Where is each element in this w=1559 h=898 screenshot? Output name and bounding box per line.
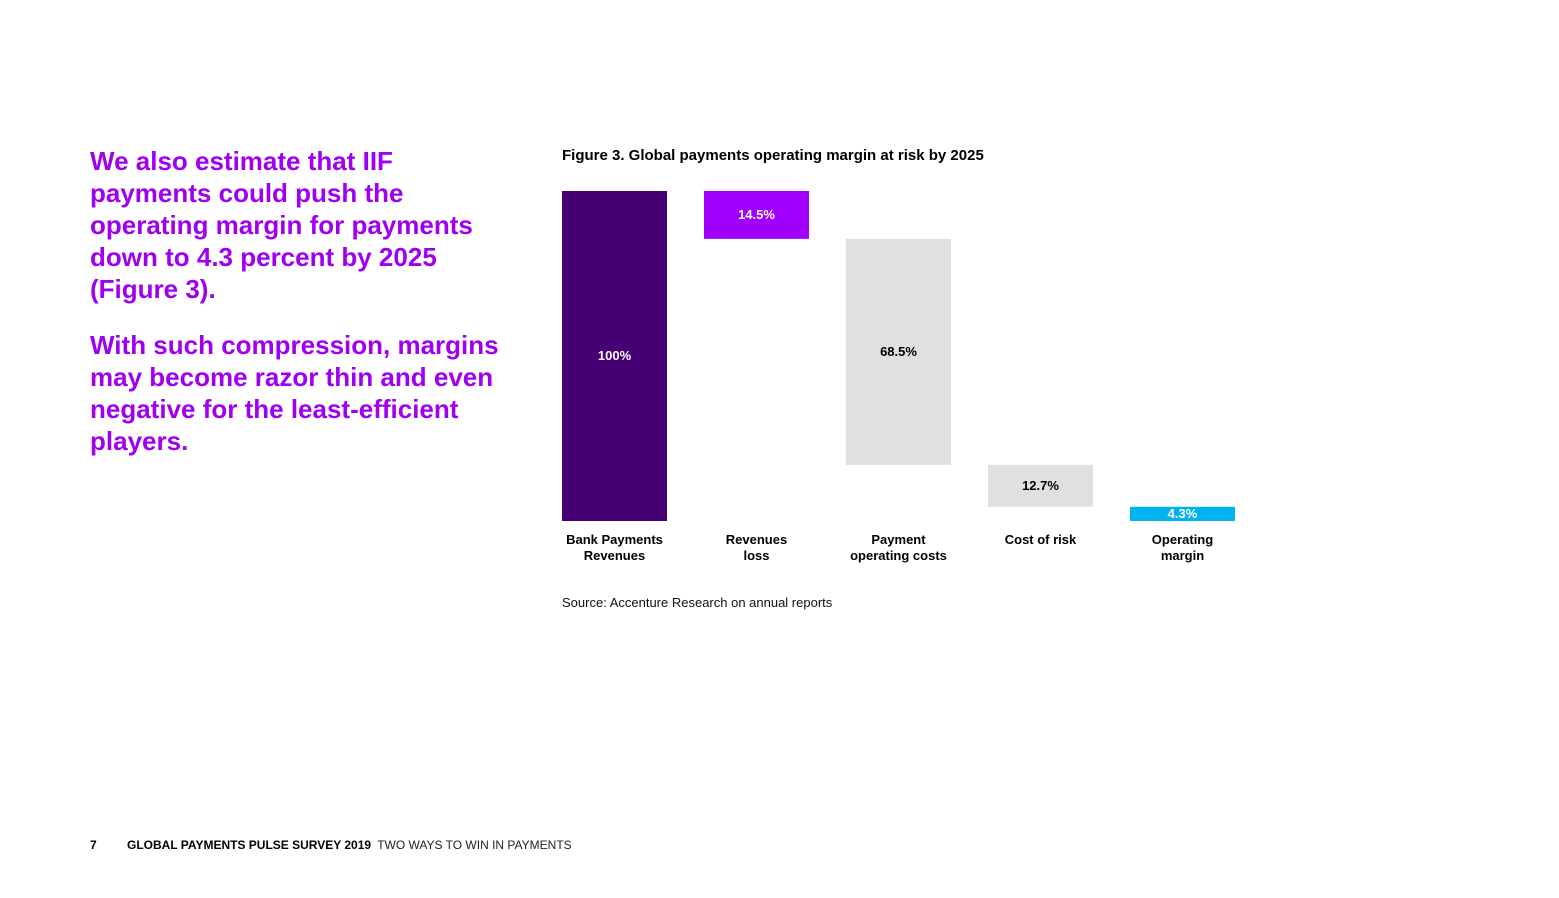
category-label-2: Payment operating costs <box>850 532 947 563</box>
bar-0 <box>562 191 667 521</box>
lead-paragraph-2: With such compression, margins may becom… <box>90 330 499 456</box>
figure-title: Figure 3. Global payments operating marg… <box>562 147 984 164</box>
lead-text: We also estimate that IIF payments could… <box>90 145 510 481</box>
bar-4 <box>1130 506 1235 521</box>
page-number: 7 <box>90 838 97 852</box>
figure-source: Source: Accenture Research on annual rep… <box>562 595 833 610</box>
category-label-0: Bank Payments Revenues <box>566 532 663 563</box>
bar-value-label-3: 12.7% <box>1022 478 1059 493</box>
bar-3 <box>988 464 1093 507</box>
bar-value-label-1: 14.5% <box>738 207 775 222</box>
category-label-4: Operating margin <box>1152 532 1213 563</box>
page-footer: 7 GLOBAL PAYMENTS PULSE SURVEY 2019 TWO W… <box>90 838 572 852</box>
category-label-3: Cost of risk <box>1005 532 1077 547</box>
lead-paragraph-1: We also estimate that IIF payments could… <box>90 146 473 304</box>
bar-value-label-4: 4.3% <box>1168 506 1198 521</box>
report-subtitle: TWO WAYS TO WIN IN PAYMENTS <box>377 838 572 852</box>
bar-value-label-2: 68.5% <box>880 344 917 359</box>
bar-2 <box>846 238 951 465</box>
category-label-1: Revenues loss <box>726 532 787 563</box>
bar-value-label-0: 100% <box>598 348 632 363</box>
bar-1 <box>704 191 809 239</box>
report-title: GLOBAL PAYMENTS PULSE SURVEY 2019 <box>127 838 372 852</box>
